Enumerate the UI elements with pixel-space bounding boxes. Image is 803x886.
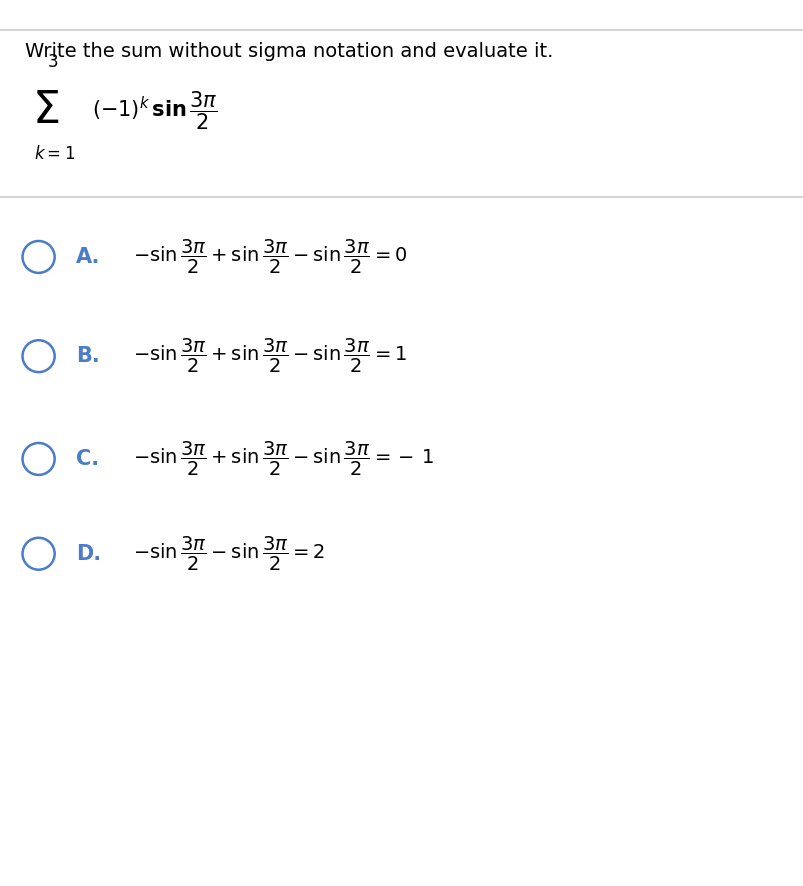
Text: B.: B. [76, 346, 100, 366]
Text: A.: A. [76, 247, 100, 267]
Text: C.: C. [76, 449, 100, 469]
Text: Write the sum without sigma notation and evaluate it.: Write the sum without sigma notation and… [25, 42, 552, 60]
Text: $(-1)^k\,\mathbf{sin}\,\dfrac{3\pi}{2}$: $(-1)^k\,\mathbf{sin}\,\dfrac{3\pi}{2}$ [92, 89, 218, 132]
Text: D.: D. [76, 544, 101, 563]
Text: $k = 1$: $k = 1$ [34, 145, 75, 163]
Text: $- \sin\dfrac{3\pi}{2} - \sin\dfrac{3\pi}{2} =2$: $- \sin\dfrac{3\pi}{2} - \sin\dfrac{3\pi… [132, 535, 324, 572]
Text: $\Sigma$: $\Sigma$ [32, 89, 59, 132]
Text: $- \sin\dfrac{3\pi}{2} + \sin\dfrac{3\pi}{2} - \sin\dfrac{3\pi}{2} =0$: $- \sin\dfrac{3\pi}{2} + \sin\dfrac{3\pi… [132, 238, 406, 276]
Text: $- \sin\dfrac{3\pi}{2} + \sin\dfrac{3\pi}{2} - \sin\dfrac{3\pi}{2} =1$: $- \sin\dfrac{3\pi}{2} + \sin\dfrac{3\pi… [132, 338, 406, 375]
Text: $3$: $3$ [47, 53, 58, 71]
Text: $- \sin\dfrac{3\pi}{2} + \sin\dfrac{3\pi}{2} - \sin\dfrac{3\pi}{2} = -\,1$: $- \sin\dfrac{3\pi}{2} + \sin\dfrac{3\pi… [132, 440, 433, 478]
